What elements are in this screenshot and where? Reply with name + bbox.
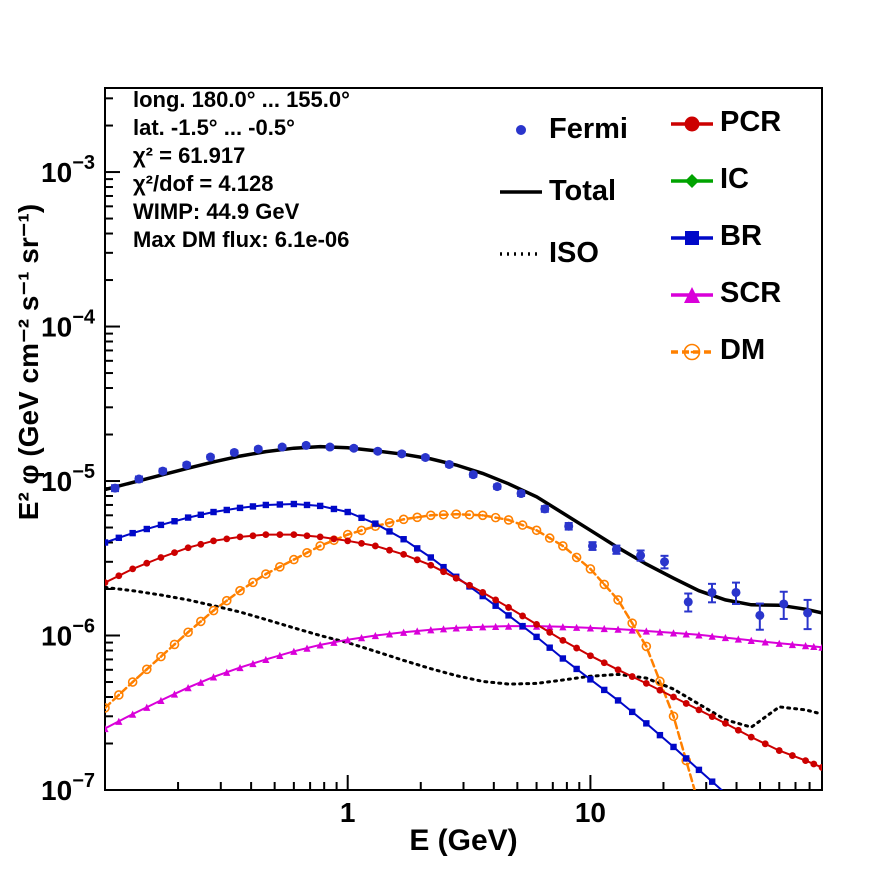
br-marker-icon	[668, 223, 716, 251]
series-scr	[105, 622, 822, 733]
pcr-marker-icon	[668, 109, 716, 137]
legend-label-pcr: PCR	[720, 106, 782, 138]
legend-label-scr: SCR	[720, 277, 782, 309]
x-tick-label: 10	[575, 797, 606, 828]
series-total	[105, 444, 822, 615]
legend-item-br: BR	[668, 208, 781, 265]
dm-marker-icon	[668, 337, 716, 365]
series-iso	[105, 585, 822, 729]
legend-item-scr: SCR	[668, 265, 781, 322]
y-axis-title: E² φ (GeV cm⁻² s⁻¹ sr⁻¹)	[13, 203, 44, 521]
ic-marker-icon	[668, 166, 716, 194]
stat-longitude: long. 180.0° ... 155.0°	[133, 87, 350, 112]
series-br	[105, 500, 724, 790]
legend-item-total: Total	[497, 160, 628, 222]
legend-label-total: Total	[549, 174, 617, 207]
y-tick-label: 10−4	[41, 307, 96, 343]
fermi-data-points	[110, 440, 813, 631]
y-tick-label: 10−3	[41, 152, 95, 188]
scr-marker-icon	[668, 280, 716, 308]
fermi-marker-icon	[497, 115, 545, 143]
x-axis-title: E (GeV)	[409, 824, 518, 857]
legend-label-br: BR	[720, 220, 762, 252]
series-dm	[105, 509, 696, 790]
stat-latitude: lat. -1.5° ... -0.5°	[133, 115, 295, 140]
total-line-icon	[497, 177, 545, 205]
legend-item-fermi: Fermi	[497, 98, 628, 160]
legend-item-dm: DM	[668, 322, 781, 379]
stat-max-dm-flux: Max DM flux: 6.1e-06	[133, 227, 350, 252]
x-tick-label: 1	[340, 797, 356, 828]
legend-item-pcr: PCR	[668, 94, 781, 151]
axis-ticks	[104, 97, 823, 791]
legend-item-iso: ISO	[497, 222, 628, 284]
stat-chi2-dof: χ²/dof = 4.128	[133, 171, 274, 196]
legend-column-1: Fermi Total ISO	[497, 98, 628, 284]
legend-label-ic: IC	[720, 163, 749, 195]
legend-label-fermi: Fermi	[549, 112, 628, 145]
legend-label-iso: ISO	[549, 236, 599, 269]
series-pcr	[105, 531, 822, 771]
stats-box: long. 180.0° ... 155.0° lat. -1.5° ... -…	[133, 86, 350, 254]
stat-chi2: χ² = 61.917	[133, 143, 246, 168]
y-tick-label: 10−7	[41, 770, 95, 806]
legend-column-2: PCR IC BR SCR DM	[668, 94, 781, 379]
y-tick-label: 10−5	[41, 461, 95, 497]
iso-line-icon	[497, 239, 545, 267]
legend-item-ic: IC	[668, 151, 781, 208]
stat-wimp-mass: WIMP: 44.9 GeV	[133, 199, 300, 224]
legend-label-dm: DM	[720, 334, 766, 366]
y-tick-label: 10−6	[41, 616, 95, 652]
